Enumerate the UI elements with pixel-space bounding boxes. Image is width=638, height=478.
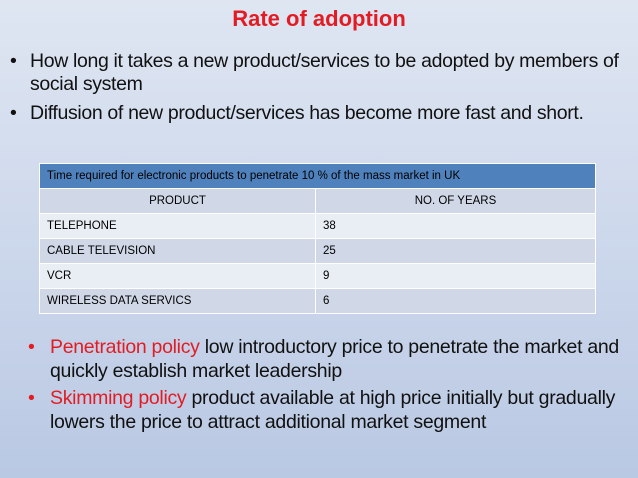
table-caption: Time required for electronic products to… xyxy=(39,163,596,189)
bullet-item: • Penetration policy low introductory pri… xyxy=(28,335,633,383)
bullet-text: Diffusion of new product/services has be… xyxy=(30,102,584,124)
table-row: WIRELESS DATA SERVICS 6 xyxy=(39,288,596,314)
page-title: Rate of adoption xyxy=(232,6,406,31)
bullet-icon: • xyxy=(10,50,17,72)
years-cell: 6 xyxy=(315,288,596,314)
bullet-item: • Skimming policy product available at hi… xyxy=(28,386,633,434)
years-cell: 9 xyxy=(315,263,596,289)
product-cell: CABLE TELEVISION xyxy=(39,238,316,264)
column-header-years: NO. OF YEARS xyxy=(315,188,596,214)
table-row: TELEPHONE 38 xyxy=(39,213,596,239)
product-cell: WIRELESS DATA SERVICS xyxy=(39,288,316,314)
table-row: VCR 9 xyxy=(39,263,596,289)
bullet-icon: • xyxy=(28,387,35,409)
bullet-item: • Diffusion of new product/services has b… xyxy=(10,102,635,125)
table-row: CABLE TELEVISION 25 xyxy=(39,238,596,264)
product-cell: VCR xyxy=(39,263,316,289)
product-cell: TELEPHONE xyxy=(39,213,316,239)
policy-description: product available at high price initiall… xyxy=(50,387,616,433)
bullet-icon: • xyxy=(28,336,35,358)
years-cell: 38 xyxy=(315,213,596,239)
bullet-item: • How long it takes a new product/service… xyxy=(10,50,635,96)
top-bullet-list: • How long it takes a new product/service… xyxy=(10,50,635,131)
column-header-product: PRODUCT xyxy=(39,188,316,214)
years-cell: 25 xyxy=(315,238,596,264)
bottom-bullet-list: • Penetration policy low introductory pri… xyxy=(28,335,633,437)
table-header-row: PRODUCT NO. OF YEARS xyxy=(39,188,596,214)
policy-description: low introductory price to penetrate the … xyxy=(50,336,619,382)
table-caption-row: Time required for electronic products to… xyxy=(39,163,596,189)
bullet-icon: • xyxy=(10,102,17,124)
policy-term: Skimming policy xyxy=(50,387,187,409)
adoption-table: Time required for electronic products to… xyxy=(39,163,596,314)
policy-term: Penetration policy xyxy=(50,336,200,358)
bullet-text: How long it takes a new product/services… xyxy=(30,50,619,95)
